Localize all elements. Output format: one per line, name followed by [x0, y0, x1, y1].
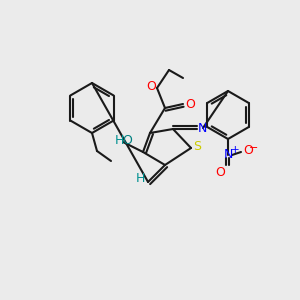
Text: O: O — [122, 134, 132, 147]
Text: O: O — [215, 167, 225, 179]
Text: H: H — [135, 172, 145, 185]
Text: H: H — [115, 134, 124, 147]
Text: +: + — [231, 145, 239, 155]
Text: O: O — [243, 145, 253, 158]
Text: O: O — [185, 98, 195, 110]
Text: −: − — [249, 143, 259, 153]
Text: S: S — [193, 140, 201, 154]
Text: O: O — [146, 80, 156, 94]
Text: N: N — [223, 148, 233, 161]
Text: N: N — [197, 122, 207, 134]
